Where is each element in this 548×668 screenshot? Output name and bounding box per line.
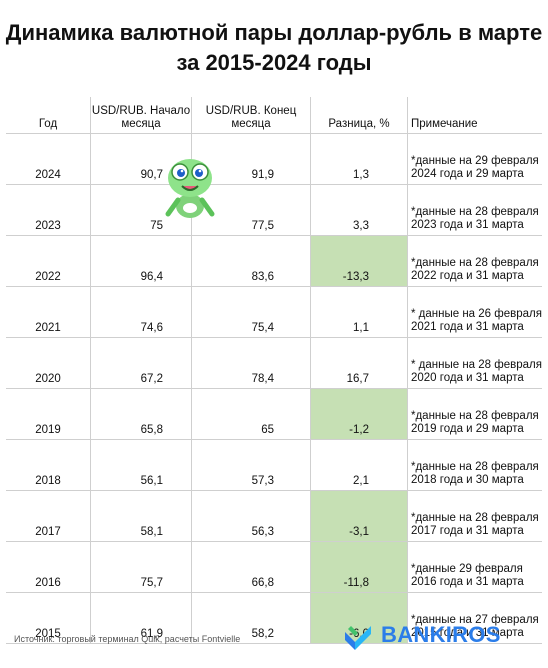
bankiros-check-icon <box>345 626 371 650</box>
cell-start: 58,1 <box>90 490 192 542</box>
table-row: 2015 61,9 58,2 -6,0 *данные на 27 февраля 20… <box>6 592 542 644</box>
cell-end: 75,4 <box>191 286 311 338</box>
cell-note: * данные на 28 февраля 2020 года и 31 ма… <box>407 337 542 389</box>
cell-note: *данные на 28 февраля 2023 года и 31 мар… <box>407 184 542 236</box>
header-diff: Разница, % <box>310 97 408 134</box>
cell-start: 67,2 <box>90 337 192 389</box>
cell-year: 2017 <box>6 490 91 542</box>
cell-year: 2018 <box>6 439 91 491</box>
cell-note: *данные на 29 февраля 2024 года и 29 мар… <box>407 133 542 185</box>
cell-year: 2023 <box>6 184 91 236</box>
table-row: 2024 90,7 91,9 1,3 *данные на 29 февраля 202… <box>6 133 542 185</box>
cell-end: 77,5 <box>191 184 311 236</box>
cell-end: 78,4 <box>191 337 311 389</box>
cell-diff: 1,3 <box>310 133 408 185</box>
cell-end: 57,3 <box>191 439 311 491</box>
table-row: 2023 75 77,5 3,3 *данные на 28 февраля 2023 … <box>6 184 542 236</box>
cell-start: 61,9 <box>90 592 192 644</box>
header-end: USD/RUB. Конец месяца <box>191 97 311 134</box>
cell-note: *данные на 28 февраля 2019 года и 29 мар… <box>407 388 542 440</box>
cell-diff: -11,8 <box>310 541 408 593</box>
cell-note: *данные 29 февраля 2016 года и 31 марта <box>407 541 542 593</box>
cell-end: 83,6 <box>191 235 311 287</box>
cell-end: 58,2 <box>191 592 311 644</box>
cell-diff: 16,7 <box>310 337 408 389</box>
table-row: 2018 56,1 57,3 2,1 *данные на 28 февраля 201… <box>6 439 542 491</box>
currency-table: Год USD/RUB. Начало месяца USD/RUB. Коне… <box>6 97 542 644</box>
table-row: 2019 65,8 65 -1,2 *данные на 28 февраля 2019… <box>6 388 542 440</box>
cell-start: 96,4 <box>90 235 192 287</box>
header-note: Примечание <box>407 97 542 134</box>
cell-year: 2022 <box>6 235 91 287</box>
page-title: Динамика валютной пары доллар-рубль в ма… <box>5 20 543 75</box>
cell-diff: 1,1 <box>310 286 408 338</box>
cell-diff: -13,3 <box>310 235 408 287</box>
bankiros-logo: BANKIROS <box>343 618 501 652</box>
cell-diff: -1,2 <box>310 388 408 440</box>
cell-year: 2020 <box>6 337 91 389</box>
table-row: 2017 58,1 56,3 -3,1 *данные на 28 февраля 20… <box>6 490 542 542</box>
cell-year: 2019 <box>6 388 91 440</box>
table-row: 2020 67,2 78,4 16,7 * данные на 28 февраля 2… <box>6 337 542 389</box>
table-row: 2016 75,7 66,8 -11,8 *данные 29 февраля 2016… <box>6 541 542 593</box>
cell-note: *данные на 27 февраля 2015 года и 31 мар… <box>407 592 542 644</box>
brand-name: BANKIROS <box>381 622 501 647</box>
cell-note: *данные на 28 февраля 2022 года и 31 мар… <box>407 235 542 287</box>
cell-start: 74,6 <box>90 286 192 338</box>
cell-end: 66,8 <box>191 541 311 593</box>
cell-end: 65 <box>191 388 311 440</box>
header-start: USD/RUB. Начало месяца <box>90 97 192 134</box>
cell-note: *данные на 28 февраля 2018 года и 30 мар… <box>407 439 542 491</box>
cell-year: 2021 <box>6 286 91 338</box>
cell-diff: 3,3 <box>310 184 408 236</box>
table-row: 2021 74,6 75,4 1,1 * данные на 26 февраля 20… <box>6 286 542 338</box>
cell-start: 75 <box>90 184 192 236</box>
source-note: Источник: торговый терминал Quik, расчет… <box>14 634 241 644</box>
cell-end: 56,3 <box>191 490 311 542</box>
cell-diff: 2,1 <box>310 439 408 491</box>
cell-note: * данные на 26 февраля 2021 года и 31 ма… <box>407 286 542 338</box>
header-year: Год <box>6 97 91 134</box>
cell-start: 56,1 <box>90 439 192 491</box>
table-row: 2022 96,4 83,6 -13,3 *данные на 28 февраля 2… <box>6 235 542 287</box>
cell-note: *данные на 28 февраля 2017 года и 31 мар… <box>407 490 542 542</box>
cell-diff: -3,1 <box>310 490 408 542</box>
cell-year: 2016 <box>6 541 91 593</box>
cell-year: 2015 <box>6 592 91 644</box>
cell-year: 2024 <box>6 133 91 185</box>
cell-start: 75,7 <box>90 541 192 593</box>
table-body: 2024 90,7 91,9 1,3 *данные на 29 февраля 202… <box>6 133 542 644</box>
frog-mascot-icon <box>165 159 215 218</box>
cell-start: 65,8 <box>90 388 192 440</box>
table-header-row: Год USD/RUB. Начало месяца USD/RUB. Коне… <box>6 97 542 134</box>
